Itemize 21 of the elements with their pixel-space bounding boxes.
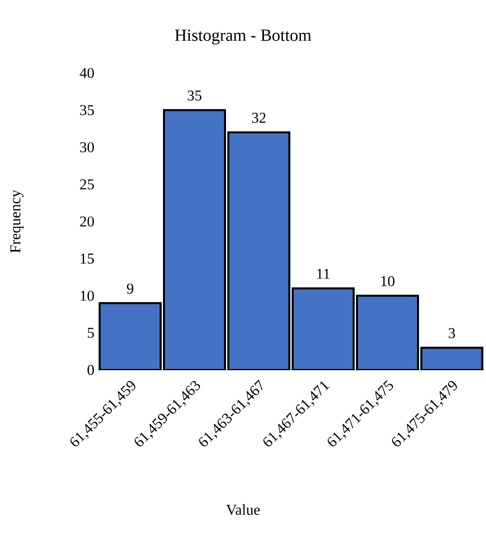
- bar: [98, 302, 162, 370]
- data-label: 9: [126, 284, 134, 294]
- y-axis-title: Frequency: [10, 190, 24, 253]
- data-label: 35: [188, 90, 202, 101]
- y-tick-label: 30: [80, 142, 94, 152]
- chart-title: Histogram - Bottom: [175, 30, 312, 44]
- data-label: 32: [252, 112, 266, 123]
- data-label: 3: [448, 328, 455, 338]
- y-tick-label: 40: [80, 68, 94, 78]
- y-tick-label: 0: [88, 364, 94, 376]
- data-label: 10: [381, 276, 394, 286]
- y-tick-label: 20: [80, 216, 94, 227]
- bar: [227, 131, 290, 370]
- y-tick-label: 5: [88, 328, 94, 338]
- y-tick-label: 35: [80, 105, 94, 116]
- y-tick-label: 25: [80, 179, 94, 190]
- y-tick-label: 10: [80, 290, 94, 301]
- x-axis-title: Value: [226, 504, 260, 515]
- y-tick-label: 15: [80, 254, 94, 264]
- data-label: 11: [317, 268, 330, 279]
- bar: [292, 287, 355, 370]
